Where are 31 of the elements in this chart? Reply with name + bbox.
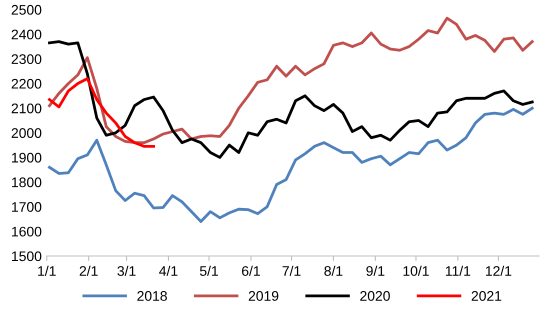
legend-label: 2019 xyxy=(248,291,278,301)
y-tick-label: 2400 xyxy=(12,30,42,40)
x-tick-label: 3/1 xyxy=(117,266,136,276)
x-tick-label: 1/1 xyxy=(38,266,56,276)
x-tick-label: 6/1 xyxy=(242,266,260,276)
line-series xyxy=(48,77,155,148)
x-tick-label: 5/1 xyxy=(200,266,218,276)
x-tick-label: 8/1 xyxy=(324,266,342,276)
line-series xyxy=(48,16,534,144)
legend-label: 2021 xyxy=(472,291,502,301)
x-tick-label: 4/1 xyxy=(159,266,178,276)
x-tick-label: 9/1 xyxy=(366,266,384,276)
x-tick-label: 10/1 xyxy=(403,266,429,276)
x-tick-label: 7/1 xyxy=(282,266,300,276)
y-tick-label: 2500 xyxy=(12,4,42,15)
y-tick-label: 2200 xyxy=(12,78,42,89)
y-tick-label: 1900 xyxy=(12,152,42,163)
legend-label: 2020 xyxy=(360,291,390,301)
legend-label: 2018 xyxy=(137,291,167,301)
x-tick-label: 2/1 xyxy=(80,266,98,276)
y-tick-label: 2300 xyxy=(12,54,42,64)
y-tick-label: 1800 xyxy=(12,177,42,188)
line-series xyxy=(48,106,534,223)
y-tick-label: 1500 xyxy=(12,251,42,262)
y-tick-label: 2100 xyxy=(12,103,42,114)
y-tick-label: 1600 xyxy=(12,226,42,237)
x-tick-label: 12/1 xyxy=(486,266,512,276)
y-tick-label: 1700 xyxy=(12,202,42,212)
line-series xyxy=(48,40,534,159)
y-tick-label: 2000 xyxy=(12,128,42,138)
x-tick-label: 11/1 xyxy=(446,266,470,276)
